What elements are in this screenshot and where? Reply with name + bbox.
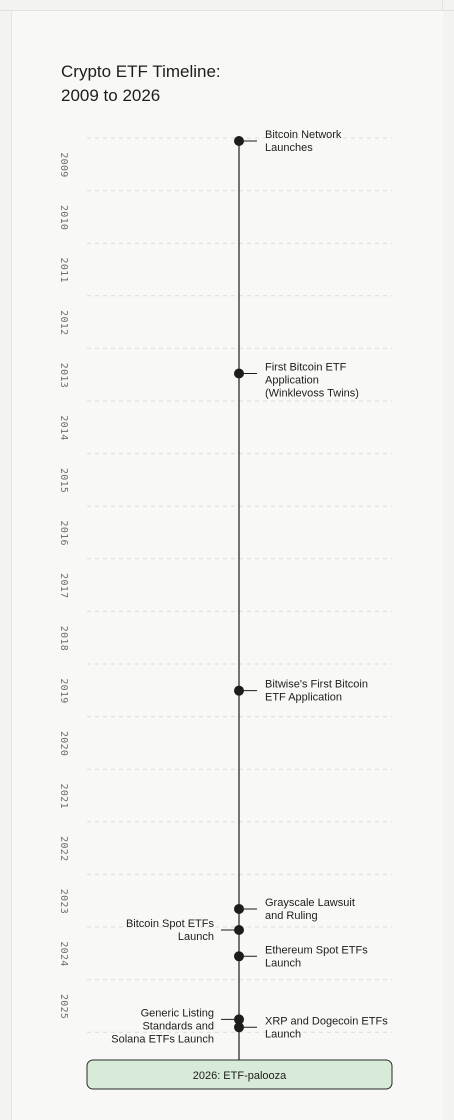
year-tick-label: 2013 (58, 363, 69, 388)
event-label: Launch (178, 931, 214, 943)
year-tick-label: 2021 (58, 784, 69, 809)
event-marker (234, 1014, 244, 1025)
year-tick-label: 2016 (58, 521, 69, 546)
year-tick-label: 2023 (58, 889, 69, 914)
year-tick-label: 2019 (58, 678, 69, 703)
chart-card (11, 11, 443, 1120)
event-label: Bitwise's First Bitcoin (265, 679, 368, 691)
event-marker (234, 903, 244, 914)
year-tick-label: 2015 (58, 468, 69, 493)
event-label: Standards and (142, 1020, 214, 1032)
footer-banner (86, 1059, 393, 1090)
event-label: (Winklevoss Twins) (265, 387, 359, 399)
event-label: XRP and Dogecoin ETFs (265, 1015, 388, 1027)
event-label: Solana ETFs Launch (111, 1033, 214, 1045)
chart-title-line-1: Crypto ETF Timeline: (61, 62, 221, 81)
event-label: Application (265, 374, 319, 386)
event-marker (234, 1022, 244, 1033)
event-marker (234, 925, 244, 935)
event-label: ETF Application (265, 692, 342, 704)
event-label: Launches (265, 142, 313, 154)
event-marker (234, 368, 244, 379)
event-marker (234, 136, 244, 146)
year-tick-label: 2022 (58, 836, 69, 861)
event-marker (234, 951, 244, 962)
event-label: Launch (265, 1028, 301, 1040)
chart-title: Crypto ETF Timeline: 2009 to 2026 (61, 60, 221, 108)
year-tick-label: 2017 (58, 573, 69, 598)
year-tick-label: 2020 (58, 731, 69, 756)
event-label: Launch (265, 957, 301, 969)
event-label: Bitcoin Spot ETFs (126, 918, 215, 930)
event-label: Grayscale Lawsuit (265, 897, 355, 909)
event-label: Ethereum Spot ETFs (265, 944, 368, 956)
event-label: Generic Listing (141, 1007, 214, 1019)
event-label: and Ruling (265, 910, 318, 922)
year-tick-label: 2009 (58, 152, 69, 177)
year-tick-label: 2024 (58, 941, 69, 966)
event-label: First Bitcoin ETF (265, 361, 347, 373)
year-tick-label: 2011 (58, 258, 69, 283)
event-marker (234, 685, 244, 696)
event-label: Bitcoin Network (265, 129, 342, 141)
year-tick-label: 2010 (58, 205, 69, 230)
year-tick-label: 2014 (58, 415, 69, 440)
frame-top-border (0, 10, 454, 11)
chart-title-line-2: 2009 to 2026 (61, 86, 161, 105)
year-tick-label: 2025 (58, 994, 69, 1019)
year-tick-label: 2018 (58, 626, 69, 651)
year-tick-label: 2012 (58, 310, 69, 335)
footer-label: 2026: ETF-palooza (193, 1070, 287, 1082)
